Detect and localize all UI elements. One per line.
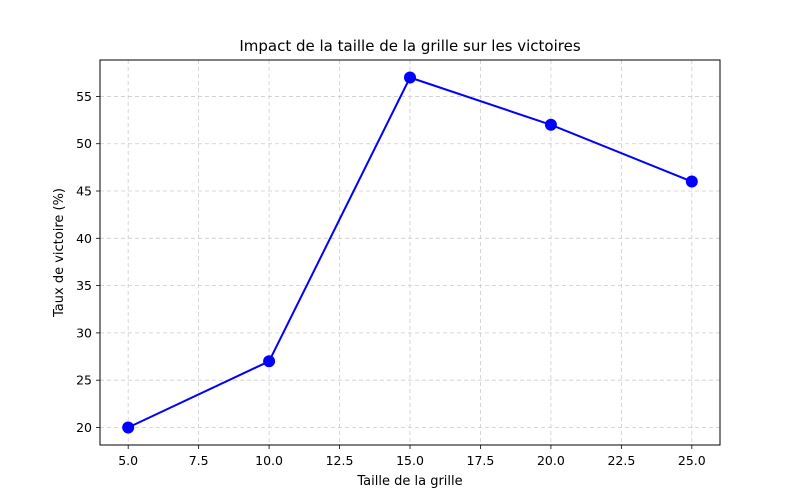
- y-tick-label: 40: [76, 231, 92, 246]
- x-axis-ticks: 5.0 7.5 10.0 12.5 15.0 17.5 20.0 22.5 25.0: [118, 445, 706, 468]
- x-axis-label: Taille de la grille: [356, 474, 462, 489]
- y-axis-ticks: 20 25 30 35 40 45 50 55: [76, 89, 100, 435]
- x-tick-label: 7.5: [189, 453, 209, 468]
- y-axis-label: Taux de victoire (%): [52, 188, 67, 318]
- x-tick-label: 17.5: [467, 453, 495, 468]
- y-tick-label: 20: [76, 420, 92, 435]
- x-tick-label: 5.0: [118, 453, 138, 468]
- x-tick-label: 10.0: [255, 453, 283, 468]
- data-point: [122, 421, 135, 434]
- y-tick-label: 45: [76, 184, 92, 199]
- series-layer: [122, 71, 698, 434]
- x-tick-label: 22.5: [607, 453, 635, 468]
- data-point: [404, 71, 416, 84]
- y-tick-label: 30: [76, 325, 92, 340]
- x-tick-label: 20.0: [537, 453, 565, 468]
- x-tick-label: 15.0: [396, 453, 424, 468]
- data-point: [263, 355, 276, 368]
- y-tick-label: 35: [76, 278, 92, 293]
- grid-lines: [100, 60, 720, 445]
- x-tick-label: 25.0: [678, 453, 706, 468]
- y-tick-label: 50: [76, 136, 92, 151]
- data-point: [685, 175, 698, 188]
- chart-title: Impact de la taille de la grille sur les…: [239, 37, 581, 55]
- x-tick-label: 12.5: [326, 453, 354, 468]
- data-point: [544, 118, 557, 131]
- y-tick-label: 55: [76, 89, 92, 104]
- y-tick-label: 25: [76, 373, 92, 388]
